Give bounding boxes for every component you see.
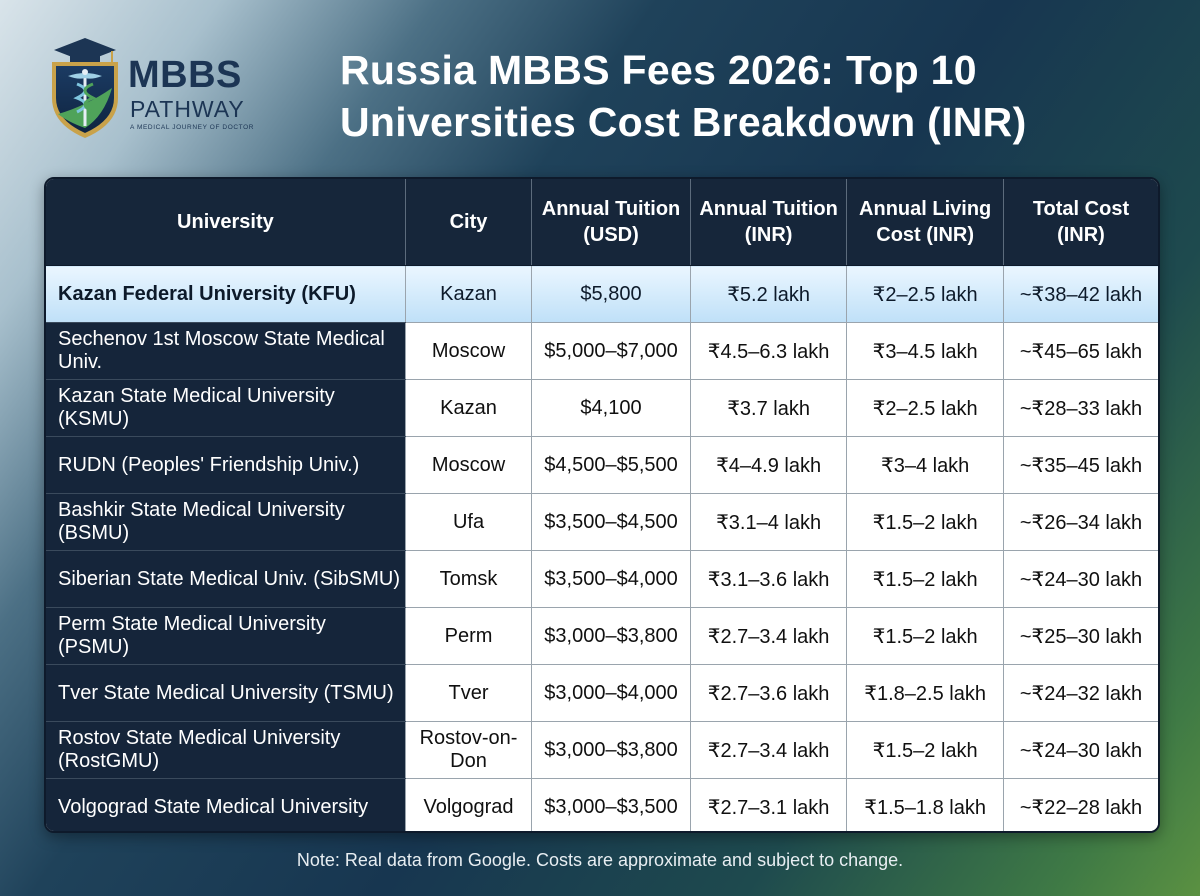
- cell-university: Kazan State Medical University (KSMU): [46, 379, 406, 437]
- cell-total-cost: ~₹22–28 lakh: [1003, 778, 1158, 831]
- header-tuition-inr: Annual Tuition (INR): [690, 179, 848, 266]
- cell-tuition-inr: ₹2.7–3.4 lakh: [690, 607, 848, 665]
- brand-subname: PATHWAY: [130, 96, 245, 122]
- header-tuition-usd: Annual Tuition (USD): [531, 179, 691, 266]
- page-title: Russia MBBS Fees 2026: Top 10 Universiti…: [340, 47, 1027, 145]
- table-row: Tver State Medical University (TSMU) Tve…: [46, 664, 1158, 722]
- brand-name: MBBS: [128, 54, 242, 96]
- cell-living-cost: ₹1.5–2 lakh: [846, 493, 1004, 551]
- cell-university: Rostov State Medical University (RostGMU…: [46, 721, 406, 779]
- cell-tuition-usd: $3,000–$4,000: [531, 664, 691, 722]
- cell-tuition-usd: $3,000–$3,800: [531, 721, 691, 779]
- footnote: Note: Real data from Google. Costs are a…: [296, 850, 904, 870]
- cell-living-cost: ₹3–4 lakh: [846, 436, 1004, 494]
- cell-living-cost: ₹1.5–2 lakh: [846, 721, 1004, 779]
- cell-city: Kazan: [405, 379, 533, 437]
- cell-city: Kazan: [405, 265, 533, 323]
- cell-total-cost: ~₹45–65 lakh: [1003, 322, 1158, 380]
- table-row: Perm State Medical University (PSMU) Per…: [46, 607, 1158, 665]
- cell-tuition-inr: ₹3.1–3.6 lakh: [690, 550, 848, 608]
- fees-table: University City Annual Tuition (USD) Ann…: [46, 179, 1158, 831]
- cell-tuition-inr: ₹2.7–3.6 lakh: [690, 664, 848, 722]
- brand-logo: MBBS PATHWAY A MEDICAL JOURNEY OF DOCTOR: [46, 36, 276, 146]
- table-header-row: University City Annual Tuition (USD) Ann…: [46, 179, 1158, 266]
- table-row: Bashkir State Medical University (BSMU) …: [46, 493, 1158, 551]
- table-row: RUDN (Peoples' Friendship Univ.) Moscow …: [46, 436, 1158, 494]
- table-row: Volgograd State Medical University Volgo…: [46, 778, 1158, 831]
- cell-total-cost: ~₹38–42 lakh: [1003, 265, 1158, 323]
- cell-tuition-usd: $3,000–$3,800: [531, 607, 691, 665]
- cell-city: Volgograd: [405, 778, 533, 831]
- header-living-cost: Annual Living Cost (INR): [846, 179, 1004, 266]
- cell-city: Moscow: [405, 322, 533, 380]
- cell-total-cost: ~₹26–34 lakh: [1003, 493, 1158, 551]
- cell-living-cost: ₹3–4.5 lakh: [846, 322, 1004, 380]
- cell-university: Kazan Federal University (KFU): [46, 265, 406, 323]
- cell-living-cost: ₹1.8–2.5 lakh: [846, 664, 1004, 722]
- cell-city: Rostov-on-Don: [405, 721, 533, 779]
- cell-university: Tver State Medical University (TSMU): [46, 664, 406, 722]
- cell-total-cost: ~₹24–30 lakh: [1003, 721, 1158, 779]
- cell-university: Siberian State Medical Univ. (SibSMU): [46, 550, 406, 608]
- cell-living-cost: ₹2–2.5 lakh: [846, 379, 1004, 437]
- cell-tuition-inr: ₹2.7–3.4 lakh: [690, 721, 848, 779]
- cell-living-cost: ₹1.5–1.8 lakh: [846, 778, 1004, 831]
- cell-city: Perm: [405, 607, 533, 665]
- cell-university: Perm State Medical University (PSMU): [46, 607, 406, 665]
- cell-tuition-usd: $5,000–$7,000: [531, 322, 691, 380]
- fees-table-container: University City Annual Tuition (USD) Ann…: [44, 177, 1160, 833]
- cell-total-cost: ~₹24–30 lakh: [1003, 550, 1158, 608]
- header-university: University: [46, 179, 406, 266]
- cell-university: Volgograd State Medical University: [46, 778, 406, 831]
- cell-tuition-inr: ₹3.1–4 lakh: [690, 493, 848, 551]
- cell-living-cost: ₹1.5–2 lakh: [846, 607, 1004, 665]
- cell-university: Sechenov 1st Moscow State Medical Univ.: [46, 322, 406, 380]
- caduceus-shield-icon: [52, 38, 118, 138]
- cell-tuition-usd: $4,100: [531, 379, 691, 437]
- cell-tuition-inr: ₹4–4.9 lakh: [690, 436, 848, 494]
- cell-total-cost: ~₹24–32 lakh: [1003, 664, 1158, 722]
- cell-total-cost: ~₹28–33 lakh: [1003, 379, 1158, 437]
- table-row: Sechenov 1st Moscow State Medical Univ. …: [46, 322, 1158, 380]
- cell-university: Bashkir State Medical University (BSMU): [46, 493, 406, 551]
- cell-tuition-usd: $3,500–$4,000: [531, 550, 691, 608]
- cell-living-cost: ₹2–2.5 lakh: [846, 265, 1004, 323]
- table-row: Siberian State Medical Univ. (SibSMU) To…: [46, 550, 1158, 608]
- cell-total-cost: ~₹35–45 lakh: [1003, 436, 1158, 494]
- table-row: Rostov State Medical University (RostGMU…: [46, 721, 1158, 779]
- cell-city: Tomsk: [405, 550, 533, 608]
- cell-tuition-inr: ₹4.5–6.3 lakh: [690, 322, 848, 380]
- brand-tagline: A MEDICAL JOURNEY OF DOCTOR: [130, 124, 255, 131]
- cell-tuition-inr: ₹5.2 lakh: [690, 265, 848, 323]
- cell-total-cost: ~₹25–30 lakh: [1003, 607, 1158, 665]
- cell-city: Tver: [405, 664, 533, 722]
- cell-university: RUDN (Peoples' Friendship Univ.): [46, 436, 406, 494]
- cell-tuition-inr: ₹3.7 lakh: [690, 379, 848, 437]
- cell-tuition-usd: $5,800: [531, 265, 691, 323]
- cell-tuition-usd: $3,000–$3,500: [531, 778, 691, 831]
- header-city: City: [405, 179, 533, 266]
- cell-city: Moscow: [405, 436, 533, 494]
- header-total-cost: Total Cost (INR): [1003, 179, 1158, 266]
- cell-tuition-usd: $4,500–$5,500: [531, 436, 691, 494]
- cell-living-cost: ₹1.5–2 lakh: [846, 550, 1004, 608]
- cell-tuition-usd: $3,500–$4,500: [531, 493, 691, 551]
- cell-city: Ufa: [405, 493, 533, 551]
- cell-tuition-inr: ₹2.7–3.1 lakh: [690, 778, 848, 831]
- table-row: Kazan Federal University (KFU) Kazan $5,…: [46, 265, 1158, 323]
- table-row: Kazan State Medical University (KSMU) Ka…: [46, 379, 1158, 437]
